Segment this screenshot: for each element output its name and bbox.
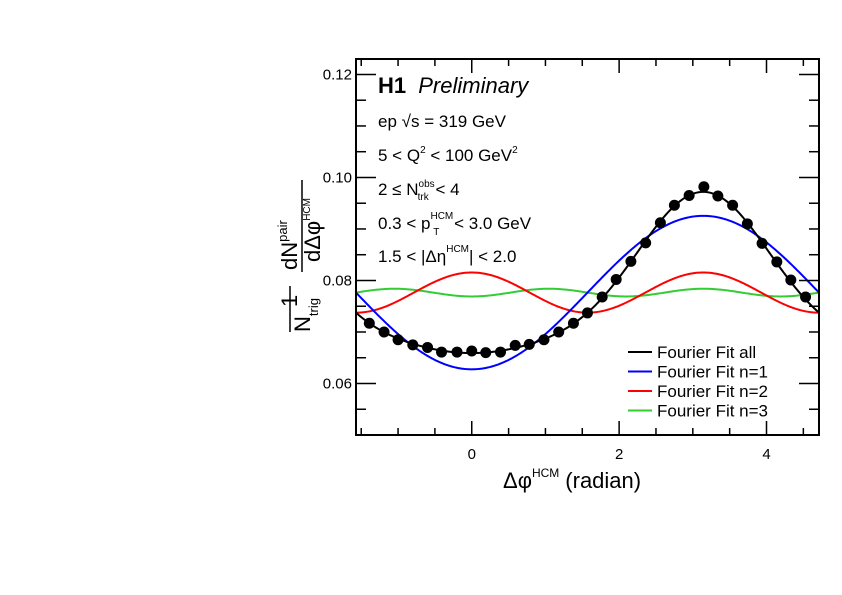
data-point: [494, 346, 506, 358]
data-point: [407, 339, 419, 351]
y-label-dn: dNpair: [275, 220, 302, 270]
annotation-q2: 5 < Q2 < 100 GeV2: [378, 145, 518, 165]
x-tick-label: 0: [468, 446, 476, 463]
data-point: [727, 199, 739, 211]
data-point: [436, 346, 448, 358]
data-point: [451, 346, 463, 358]
data-point: [741, 218, 753, 230]
x-tick-label: 2: [615, 446, 623, 463]
x-axis-label: ΔφHCM (radian): [503, 466, 641, 493]
data-point: [422, 341, 434, 353]
data-point: [509, 339, 521, 351]
data-point: [785, 274, 797, 286]
annotation-ntrk: 2 ≤ Nobs trk < 4: [378, 179, 460, 203]
data-point: [553, 326, 565, 338]
data-point: [596, 291, 608, 303]
data-point: [625, 255, 637, 267]
annotation-pt: 0.3 < pHCM T < 3.0 GeV: [378, 211, 532, 238]
data-point: [581, 307, 593, 319]
legend-label-n3: Fourier Fit n=3: [657, 402, 768, 421]
data-point: [538, 334, 550, 346]
y-tick-label: 0.12: [323, 66, 352, 83]
data-point: [756, 237, 768, 249]
plot-frame: [355, 58, 820, 436]
data-point: [378, 326, 390, 338]
data-point: [392, 334, 404, 346]
fit-curve-n1: [355, 214, 820, 371]
data-point: [640, 237, 652, 249]
data-point: [567, 317, 579, 329]
legend-label-n1: Fourier Fit n=1: [657, 363, 768, 382]
data-point: [800, 291, 812, 303]
annotation-energy: ep √s = 319 GeV: [378, 112, 507, 131]
data-point: [654, 217, 666, 229]
chart-title: H1 Preliminary: [378, 73, 530, 98]
data-points: [363, 181, 812, 359]
data-point: [466, 345, 478, 357]
data-point: [712, 190, 724, 202]
annotation-eta: 1.5 < |ΔηHCM| < 2.0: [378, 244, 516, 266]
y-label-ntrig: Ntrig: [290, 298, 321, 332]
data-point: [771, 256, 783, 268]
axis-ticks: [356, 59, 819, 436]
y-axis-label: 1 Ntrig dNpair dΔφHCM: [275, 180, 325, 332]
y-label-ddphi: dΔφHCM: [300, 198, 325, 262]
status-label: Preliminary: [418, 73, 530, 98]
data-point: [480, 347, 492, 359]
data-point: [610, 273, 622, 285]
experiment-label: H1: [378, 73, 406, 98]
y-tick-label: 0.06: [323, 375, 352, 392]
data-point: [668, 199, 680, 211]
y-tick-label: 0.10: [323, 169, 352, 186]
y-tick-label: 0.08: [323, 272, 352, 289]
x-tick-label: 4: [762, 446, 770, 463]
legend-label-all: Fourier Fit all: [657, 343, 756, 362]
data-point: [523, 338, 535, 350]
data-point: [698, 181, 710, 193]
tick-labels: 0 2 4 0.06 0.08 0.10 0.12: [323, 66, 771, 463]
data-point: [683, 189, 695, 201]
legend-label-n2: Fourier Fit n=2: [657, 382, 768, 401]
data-point: [363, 317, 375, 329]
